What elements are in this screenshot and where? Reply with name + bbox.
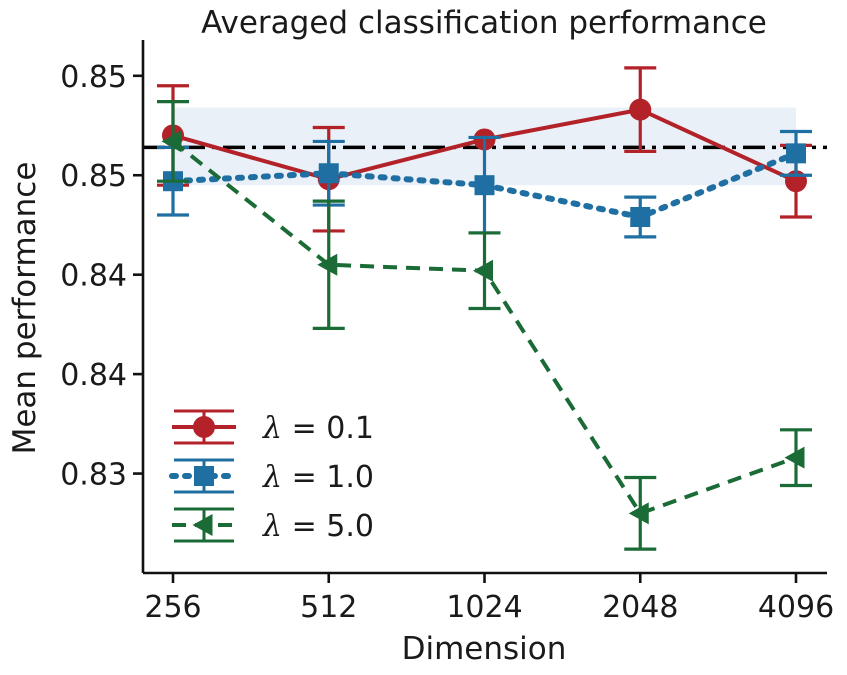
x-tick-label: 256 xyxy=(144,590,201,625)
legend-label: λ = 5.0 xyxy=(262,509,374,544)
x-tick-label: 2048 xyxy=(602,590,678,625)
legend-value: = 1.0 xyxy=(292,460,374,495)
data-point xyxy=(628,502,649,525)
y-tick-label: 0.84 xyxy=(60,259,127,294)
legend-item-2: λ = 1.0 xyxy=(169,458,374,495)
y-tick-label: 0.84 xyxy=(60,358,127,393)
legend-value: = 0.1 xyxy=(292,411,374,446)
data-point xyxy=(473,259,493,282)
data-point xyxy=(630,207,651,228)
data-point xyxy=(474,175,495,196)
legend-item-3: λ = 5.0 xyxy=(172,507,374,544)
legend-marker xyxy=(193,416,215,438)
x-axis-label: Dimension xyxy=(402,631,567,667)
legend-item-1: λ = 0.1 xyxy=(172,409,374,446)
y-tick-label: 0.85 xyxy=(60,60,127,95)
y-tick-label: 0.85 xyxy=(60,159,127,194)
legend-marker xyxy=(194,466,214,486)
data-point xyxy=(629,98,652,121)
data-point xyxy=(317,253,338,276)
series-3 xyxy=(157,100,812,551)
y-axis-label: Mean performance xyxy=(7,162,43,455)
legend-lambda: λ xyxy=(262,460,292,495)
legend-lambda: λ xyxy=(262,509,292,544)
legend-marker xyxy=(192,514,213,536)
chart-title: Averaged classification performance xyxy=(201,5,767,41)
x-tick-label: 4096 xyxy=(758,590,834,625)
y-tick-label: 0.83 xyxy=(60,458,127,493)
ticks-layer: 0.83 0.84 0.84 0.85 0.85 256 512 1024 2048 4096 xyxy=(60,60,834,625)
legend-value: = 5.0 xyxy=(292,509,374,544)
data-point xyxy=(161,130,182,153)
data-point xyxy=(786,143,806,164)
x-tick-label: 1024 xyxy=(446,590,522,625)
series-layer xyxy=(157,66,812,551)
data-point xyxy=(784,446,805,469)
legend: λ = 0.1λ = 1.0λ = 5.0 xyxy=(169,409,374,544)
x-tick-label: 512 xyxy=(300,590,357,625)
legend-label: λ = 0.1 xyxy=(262,411,374,446)
legend-label: λ = 1.0 xyxy=(262,460,374,495)
data-point xyxy=(318,163,339,184)
legend-lambda: λ xyxy=(262,411,292,446)
